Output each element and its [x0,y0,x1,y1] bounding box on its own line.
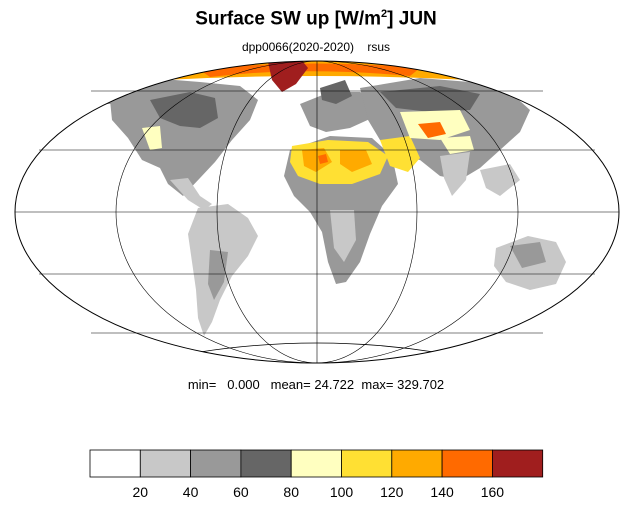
australia-dark-region [510,242,546,268]
colorbar-tick-label: 140 [430,484,454,500]
iran-hot-region [418,122,446,138]
arabia-region [380,136,420,172]
greenland-region [268,61,308,92]
colorbar-tick-label: 100 [330,484,354,500]
max-value: 329.702 [397,377,445,392]
max-label: max= [361,377,394,392]
tibet-region [440,136,474,154]
experiment-label: dpp0066(2020-2020) [241,40,355,54]
southeast-asia-region [480,164,520,196]
arctic-hot-region [200,63,420,77]
colorbar-labels: 20 40 60 80 100 120 140 160 [133,484,505,500]
mean-value: 24.722 [314,377,355,392]
chart-title: Surface SW up [W/m2] JUN [195,8,437,30]
colorbar-tick-label: 120 [380,484,404,500]
north-america-dark-region [150,92,218,128]
colorbar-box [391,449,443,478]
north-america-desert-region [142,126,162,150]
colorbar-box [290,449,342,478]
colorbar-box [89,449,141,478]
asia-dark-region [380,86,480,112]
min-value: 0.000 [227,377,260,392]
africa-light-region [330,210,356,262]
colorbar-tick-label: 80 [283,484,299,500]
mean-label: mean= [270,377,311,392]
colorbar-box [240,449,292,478]
variable-label: rsus [367,40,391,54]
colorbar-box [139,449,192,478]
colorbar-tick-label: 60 [233,484,249,500]
colorbar-tick-label: 160 [481,484,505,500]
colorbar-tick-label: 40 [183,484,199,500]
sahara-core-region [318,154,328,164]
colorbar-box [190,449,242,478]
chart-subtitle: dpp0066(2020-2020) rsus [0,40,632,54]
min-label: min= [187,377,217,392]
colorbar-tick-label: 20 [133,484,149,500]
colorbar-boxes [89,449,544,478]
colorbar-box [441,449,493,478]
north-america-region [110,78,258,196]
india-region [440,152,470,196]
scandinavia-region [320,80,352,104]
colorbar-box [341,449,393,478]
colorbar-box [491,449,544,478]
sahara-hot-region-2 [340,150,372,172]
globe-outline [14,60,620,364]
statistics-line: min= 0.000 mean= 24.722 max= 329.702 [0,377,632,392]
central-america-region [170,178,212,210]
europe-region [300,92,380,132]
